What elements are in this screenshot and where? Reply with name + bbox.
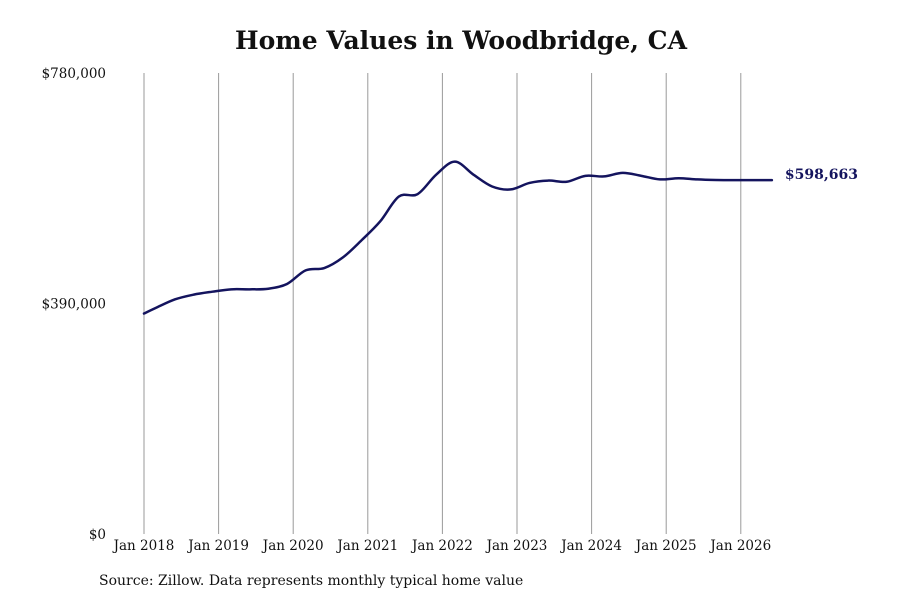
x-tick-label: Jan 2024 [559,538,622,554]
x-tick-label: Jan 2021 [335,538,398,554]
x-tick-label: Jan 2022 [410,538,473,554]
source-note: Source: Zillow. Data represents monthly … [99,573,524,589]
x-tick-label: Jan 2018 [112,538,175,554]
x-tick-label: Jan 2026 [708,538,771,554]
y-tick-label: $0 [89,527,106,543]
gridlines [143,73,742,534]
x-tick-label: Jan 2023 [485,538,548,554]
chart-title: Home Values in Woodbridge, CA [235,26,687,55]
x-tick-label: Jan 2025 [634,538,697,554]
y-tick-label: $780,000 [42,66,106,82]
x-tick-label: Jan 2020 [261,538,324,554]
end-value-label: $598,663 [785,167,858,183]
series-line [142,160,774,315]
y-tick-label: $390,000 [42,297,106,313]
series-layer: $598,663 [142,160,858,315]
axis-labels: Jan 2018 Jan 2019 Jan 2020 Jan 2021 Jan 2022… [42,66,772,554]
x-tick-label: Jan 2019 [186,538,249,554]
